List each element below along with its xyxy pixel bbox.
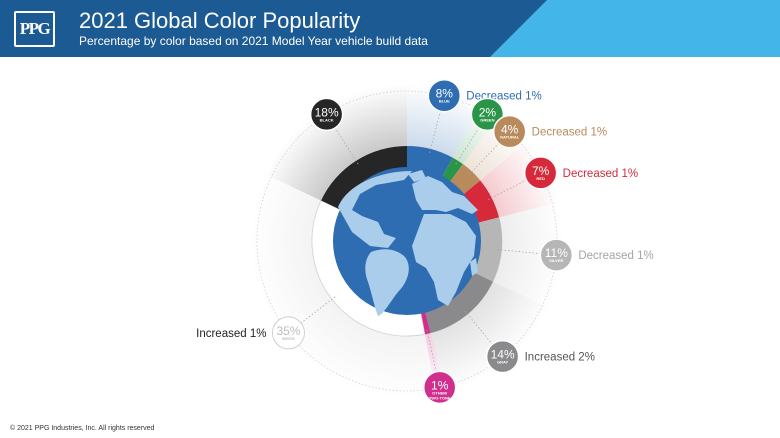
connector-silver <box>497 249 544 255</box>
ring-segment-black <box>321 146 407 211</box>
label-blue: 8%BLUE Decreased 1% <box>427 78 542 113</box>
fan-blue <box>407 84 483 158</box>
label-name-natural: NATURAL <box>500 135 520 140</box>
label-natural: 4%NATURAL Decreased 1% <box>492 114 607 149</box>
label-white: 35%WHITE Increased 1% <box>196 316 305 350</box>
globe-south-america <box>365 249 409 316</box>
change-annotation-natural: Decreased 1% <box>532 127 607 139</box>
ring-segment-other <box>420 310 431 335</box>
header-accent-stripe <box>490 0 780 57</box>
label-name-other: OTHER/ <box>432 390 448 395</box>
label-badge-green <box>470 97 505 132</box>
label-percent-natural: 4% <box>501 123 519 137</box>
connector-green <box>455 125 481 165</box>
label-badge-blue <box>427 78 462 113</box>
ring-segment-green <box>441 157 463 183</box>
logo-text: PPG <box>19 19 51 38</box>
connector-black <box>333 125 359 165</box>
change-annotation-silver: Decreased 1% <box>578 250 653 262</box>
ring-segment-gray <box>424 271 493 334</box>
label-percent-green: 2% <box>479 105 497 119</box>
label-gray: 14%GRAY Increased 2% <box>485 339 595 374</box>
globe-europe <box>412 176 478 214</box>
label-badge-white <box>271 316 305 350</box>
label-percent-black: 18% <box>315 105 339 119</box>
label-name-green: GREEN <box>480 117 494 122</box>
label-percent-blue: 8% <box>436 87 454 101</box>
label-black: 18%BLACK <box>309 97 344 132</box>
globe-north-america <box>338 171 412 248</box>
label-name-red: RED <box>536 176 545 181</box>
label-badge-gray <box>485 339 520 374</box>
change-annotation-red: Decreased 1% <box>563 168 638 180</box>
globe-icon <box>333 167 481 316</box>
label-badge-other <box>422 370 457 405</box>
header-banner <box>0 0 780 57</box>
label-name-silver: SILVER <box>549 258 563 263</box>
label-percent-red: 7% <box>532 164 550 178</box>
label-badge-silver <box>539 238 574 272</box>
ppg-logo: PPG <box>14 11 55 47</box>
label-silver: 11%SILVER Decreased 1% <box>539 238 654 272</box>
change-annotation-gray: Increased 2% <box>525 352 595 364</box>
label-badge-black <box>309 97 344 132</box>
change-annotation-white: Increased 1% <box>196 328 266 340</box>
connector-other <box>426 329 438 375</box>
label-red: 7%RED Decreased 1% <box>523 156 638 190</box>
copyright-text: © 2021 PPG Industries, Inc. All rights r… <box>10 425 155 432</box>
label-percent-white: 35% <box>276 324 300 338</box>
globe-greenland <box>408 170 426 182</box>
label-name-other: TWO-TONE <box>429 395 451 400</box>
label-green: 2%GREEN <box>470 97 505 132</box>
label-name-blue: BLUE <box>439 99 450 104</box>
label-badge-natural <box>492 114 527 149</box>
connector-natural <box>469 140 502 175</box>
fan-silver <box>492 201 564 308</box>
label-name-gray: GRAY <box>497 360 509 365</box>
label-name-white: WHITE <box>282 336 295 341</box>
connector-blue <box>429 108 442 153</box>
ring-segment-blue <box>407 146 453 178</box>
label-percent-silver: 11% <box>545 246 568 260</box>
label-badge-red <box>523 156 558 190</box>
connector-white <box>298 296 336 326</box>
globe-africa <box>412 214 476 306</box>
globe-madagascar <box>470 258 478 276</box>
page-title: 2021 Global Color Popularity <box>79 8 361 33</box>
label-name-black: BLACK <box>320 117 334 122</box>
fan-black <box>264 83 407 201</box>
label-percent-other: 1% <box>431 378 449 392</box>
ring-segment-red <box>462 180 500 224</box>
label-percent-gray: 14% <box>491 348 515 362</box>
connector-gray <box>464 310 495 347</box>
connector-red <box>487 178 530 201</box>
label-other: 1%OTHER/TWO-TONE <box>422 370 457 405</box>
page-subtitle: Percentage by color based on 2021 Model … <box>79 34 428 48</box>
fan-gray <box>430 281 550 394</box>
